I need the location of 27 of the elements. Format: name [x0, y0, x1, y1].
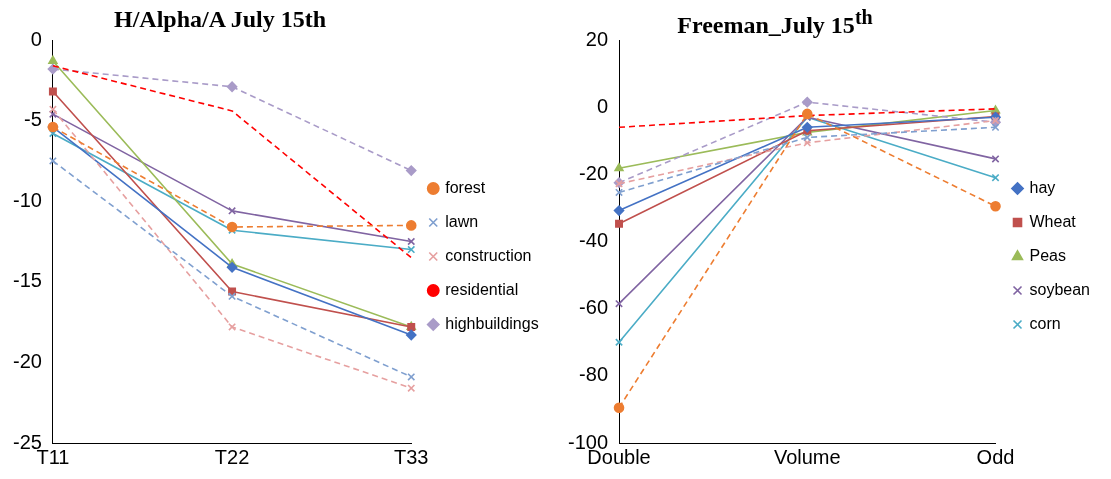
y-tick-label: -60	[579, 296, 609, 319]
y-tick-label: -80	[579, 363, 609, 386]
chart-title: Freeman_July 15$^{th}$	[677, 6, 873, 38]
y-tick-label: -40	[579, 229, 609, 252]
y-tick-label: 0	[596, 94, 609, 117]
y-tick-label: 0	[30, 27, 42, 50]
y-tick-label: -15	[13, 269, 42, 292]
legend-label: soybean	[1029, 280, 1091, 298]
x-tick-label: Volume	[773, 445, 841, 468]
legend-label: highbuildings	[445, 314, 539, 332]
legend-label: forest	[445, 178, 486, 196]
chart-title: H/Alpha/A July 15th	[113, 6, 327, 32]
y-tick-label: -10	[13, 188, 42, 211]
y-tick-label: -5	[24, 108, 42, 131]
legend-label: construction	[445, 246, 532, 264]
x-tick-label: T33	[394, 445, 429, 468]
legend-label: lawn	[445, 212, 479, 230]
y-tick-label: 20	[585, 27, 609, 50]
legend-label: residential	[445, 280, 519, 298]
legend-label: hay	[1029, 178, 1056, 196]
legend-label: Peas	[1029, 246, 1066, 264]
legend-label: Wheat	[1029, 212, 1077, 230]
y-tick-label: -20	[579, 161, 609, 184]
legend-label: corn	[1029, 314, 1061, 332]
x-tick-label: T22	[214, 445, 250, 468]
x-tick-label: Odd	[976, 445, 1015, 468]
y-tick-label: -20	[13, 349, 42, 372]
